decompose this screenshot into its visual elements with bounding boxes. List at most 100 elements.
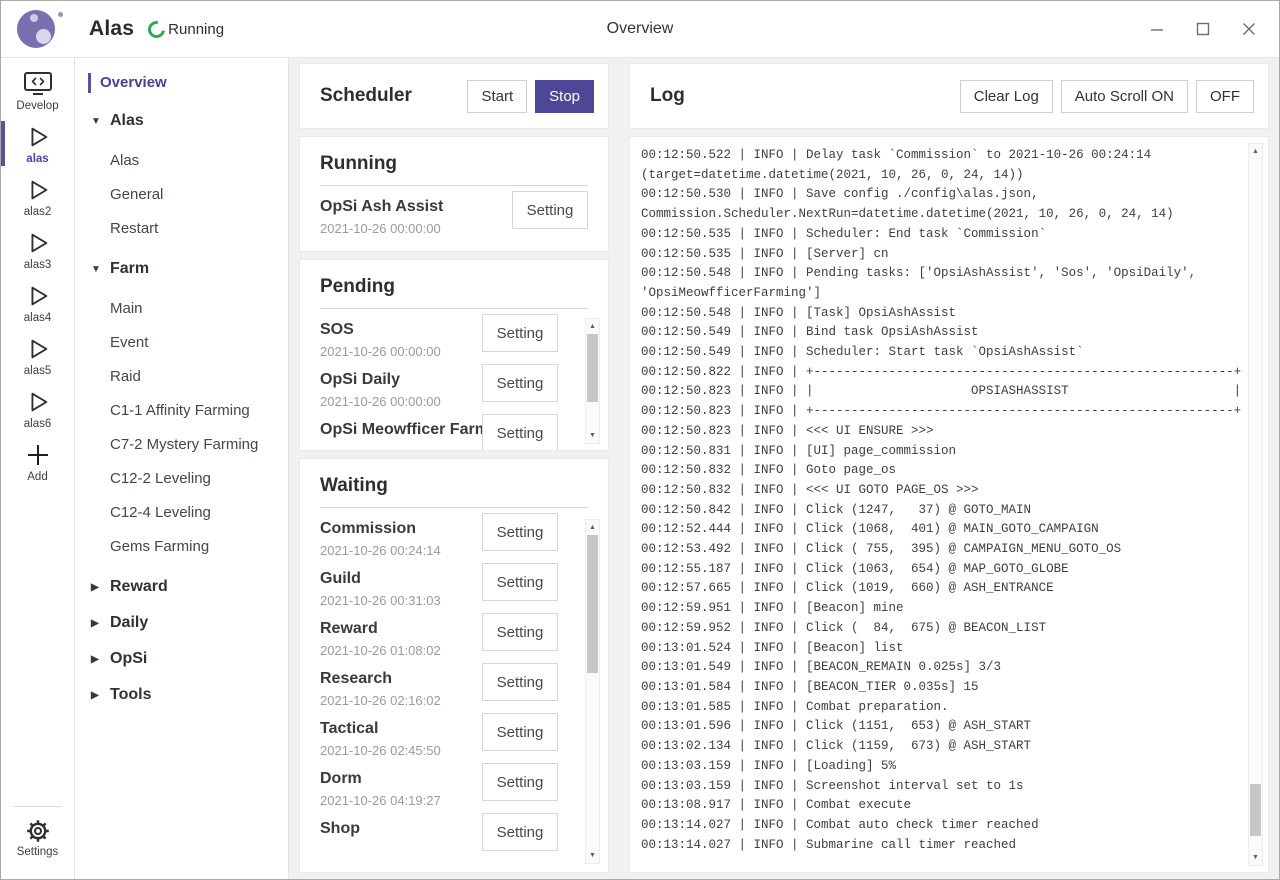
- task-next-run-time: 2021-10-26 00:00:00: [320, 221, 441, 236]
- nav-group-tools[interactable]: ▶ Tools: [91, 683, 288, 707]
- stop-button[interactable]: Stop: [535, 79, 594, 113]
- gear-icon: [24, 817, 52, 845]
- rail-item-alas2[interactable]: alas2: [1, 170, 74, 223]
- task-setting-button[interactable]: Setting: [482, 314, 558, 352]
- rail-item-alas[interactable]: alas: [1, 117, 74, 170]
- log-line: 00:12:57.665 | INFO | Click (1019, 660) …: [641, 581, 1054, 596]
- nav-group-label: Farm: [110, 260, 150, 277]
- divider: [320, 507, 588, 508]
- rail-item-alas4[interactable]: alas4: [1, 276, 74, 329]
- task-setting-button[interactable]: Setting: [482, 763, 558, 801]
- auto-scroll-on-button[interactable]: Auto Scroll ON: [1060, 79, 1188, 113]
- nav-group-reward[interactable]: ▶ Reward: [91, 575, 288, 599]
- task-next-run-time: 2021-10-26 02:45:50: [320, 743, 441, 758]
- waiting-panel: Waiting Commission 2021-10-26 00:24:14 S…: [299, 458, 609, 873]
- scroll-up-icon[interactable]: ▲: [589, 524, 596, 531]
- log-line: 00:12:50.549 | INFO | Bind task OpsiAshA…: [641, 325, 979, 340]
- rail-item-develop[interactable]: Develop: [1, 64, 74, 117]
- task-setting-button[interactable]: Setting: [482, 414, 558, 450]
- task-setting-button[interactable]: Setting: [482, 513, 558, 551]
- task-row: Research 2021-10-26 02:16:02 Setting: [320, 658, 558, 708]
- log-line: 00:13:01.585 | INFO | Combat preparation…: [641, 699, 949, 714]
- rail-item-add[interactable]: Add: [1, 435, 74, 488]
- log-line: 00:12:50.832 | INFO | Goto page_os: [641, 463, 897, 478]
- scheduler-column: Scheduler Start Stop Running OpSi Ash As…: [289, 58, 619, 879]
- log-line: 00:12:53.492 | INFO | Click ( 755, 395) …: [641, 542, 1122, 557]
- log-line: 00:12:50.822 | INFO | +-----------------…: [641, 364, 1242, 379]
- waiting-scrollbar[interactable]: ▲ ▼: [585, 519, 600, 864]
- nav-item-restart[interactable]: Restart: [110, 219, 159, 237]
- task-next-run-time: 2021-10-26 00:00:00: [320, 344, 441, 359]
- scroll-down-icon[interactable]: ▼: [1252, 854, 1259, 861]
- log-line: 00:13:14.027 | INFO | Submarine call tim…: [641, 837, 1017, 852]
- nav-item-general[interactable]: General: [110, 185, 164, 203]
- minimize-icon[interactable]: [1147, 19, 1167, 39]
- nav-item-main[interactable]: Main: [110, 299, 143, 317]
- play-icon: [25, 334, 51, 364]
- scroll-down-icon[interactable]: ▼: [589, 852, 596, 859]
- log-line: 00:12:50.823 | INFO | +-----------------…: [641, 404, 1242, 419]
- app-title: Alas: [89, 17, 135, 40]
- instance-rail: Develop alas alas2 alas3: [1, 58, 75, 879]
- rail-item-label: alas4: [23, 312, 52, 324]
- play-icon: [25, 175, 51, 205]
- rail-item-alas3[interactable]: alas3: [1, 223, 74, 276]
- rail-item-settings[interactable]: Settings: [1, 817, 74, 879]
- clear-log-button[interactable]: Clear Log: [959, 79, 1053, 113]
- nav-item-c7-2-mystery-farming[interactable]: C7-2 Mystery Farming: [110, 435, 259, 453]
- window-controls: [1147, 19, 1263, 39]
- maximize-icon[interactable]: [1193, 19, 1213, 39]
- nav-item-event[interactable]: Event: [110, 333, 149, 351]
- task-setting-button[interactable]: Setting: [482, 713, 558, 751]
- nav-group-farm[interactable]: ▼ Farm: [91, 257, 288, 281]
- running-spinner-icon: [144, 17, 169, 41]
- log-scrollbar[interactable]: ▲ ▼: [1248, 143, 1263, 866]
- divider: [320, 308, 588, 309]
- task-setting-button[interactable]: Setting: [482, 364, 558, 402]
- nav-item-overview[interactable]: Overview: [88, 73, 288, 93]
- log-line: 00:13:03.159 | INFO | Screenshot interva…: [641, 778, 1024, 793]
- task-name: Commission: [320, 520, 417, 537]
- task-row: Dorm 2021-10-26 04:19:27 Setting: [320, 758, 558, 808]
- task-next-run-time: 2021-10-26 00:24:14: [320, 543, 441, 558]
- nav-item-alas[interactable]: Alas: [110, 151, 140, 169]
- rail-item-alas6[interactable]: alas6: [1, 382, 74, 435]
- rail-item-alas5[interactable]: alas5: [1, 329, 74, 382]
- nav-group-opsi[interactable]: ▶ OpSi: [91, 647, 288, 671]
- task-setting-button[interactable]: Setting: [482, 613, 558, 651]
- scheduler-status-text: Running: [168, 20, 225, 38]
- task-next-run-time: 2021-10-26 04:19:27: [320, 793, 441, 808]
- task-name: Tactical: [320, 720, 379, 737]
- chevron-right-icon: ▶: [91, 689, 99, 701]
- scroll-down-icon[interactable]: ▼: [589, 432, 596, 439]
- task-setting-button[interactable]: Setting: [512, 191, 588, 229]
- task-setting-button[interactable]: Setting: [482, 563, 558, 601]
- nav-item-gems-farming[interactable]: Gems Farming: [110, 537, 210, 555]
- nav-group-alas[interactable]: ▼ Alas: [91, 109, 288, 133]
- nav-item-raid[interactable]: Raid: [110, 367, 141, 385]
- task-row: Shop Setting: [320, 808, 558, 853]
- log-line: 00:13:01.524 | INFO | [Beacon] list: [641, 640, 904, 655]
- chevron-down-icon: ▼: [91, 115, 101, 127]
- pending-scrollbar[interactable]: ▲ ▼: [585, 318, 600, 444]
- close-icon[interactable]: [1239, 19, 1259, 39]
- log-line: 00:13:02.134 | INFO | Click (1159, 673) …: [641, 739, 1032, 754]
- task-name: OpSi Meowfficer Farming: [320, 421, 513, 438]
- log-title: Log: [650, 85, 685, 106]
- nav-group-label: OpSi: [110, 650, 148, 667]
- log-line: 00:12:55.187 | INFO | Click (1063, 654) …: [641, 561, 1069, 576]
- log-line: 00:12:50.530 | INFO | Save config ./conf…: [641, 187, 1039, 202]
- task-setting-button[interactable]: Setting: [482, 813, 558, 851]
- scroll-up-icon[interactable]: ▲: [1252, 148, 1259, 155]
- start-button[interactable]: Start: [467, 79, 528, 113]
- nav-item-c12-2-leveling[interactable]: C12-2 Leveling: [110, 469, 211, 487]
- nav-item-c12-4-leveling[interactable]: C12-4 Leveling: [110, 503, 211, 521]
- plus-icon: [25, 440, 51, 470]
- task-name: Shop: [320, 820, 360, 837]
- rail-divider: [13, 806, 62, 807]
- nav-item-c1-1-affinity-farming[interactable]: C1-1 Affinity Farming: [110, 401, 250, 419]
- task-setting-button[interactable]: Setting: [482, 663, 558, 701]
- nav-group-daily[interactable]: ▶ Daily: [91, 611, 288, 635]
- auto-scroll-off-button[interactable]: OFF: [1196, 79, 1254, 113]
- scroll-up-icon[interactable]: ▲: [589, 323, 596, 330]
